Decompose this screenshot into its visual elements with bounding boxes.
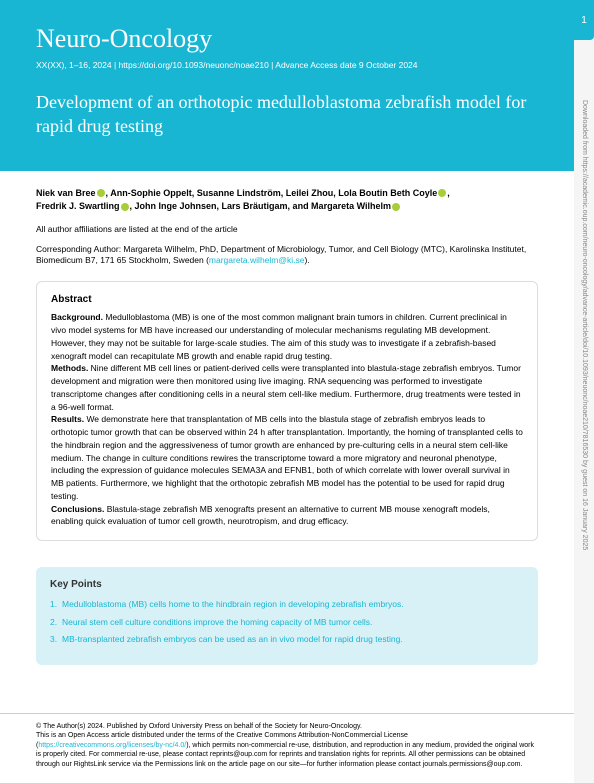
author-names: , John Inge Johnsen, Lars Bräutigam, and…	[130, 201, 391, 211]
author-names: , Ann-Sophie Oppelt, Susanne Lindström, …	[106, 188, 438, 198]
abstract-methods: Nine different MB cell lines or patient-…	[51, 363, 521, 411]
orcid-icon	[97, 189, 105, 197]
key-point-item: MB-transplanted zebrafish embryos can be…	[50, 633, 524, 647]
author-list: Niek van Bree , Ann-Sophie Oppelt, Susann…	[36, 187, 538, 214]
page-number-tab: 1	[574, 0, 594, 40]
abstract-label-results: Results.	[51, 414, 86, 424]
author-name: Fredrik J. Swartling	[36, 201, 120, 211]
key-points-box: Key Points Medulloblastoma (MB) cells ho…	[36, 567, 538, 665]
abstract-conclusions: Blastula-stage zebrafish MB xenografts p…	[51, 504, 490, 527]
abstract-heading: Abstract	[51, 294, 523, 305]
abstract-block: Abstract Background. Medulloblastoma (MB…	[36, 281, 538, 541]
abstract-results: We demonstrate here that transplantation…	[51, 414, 523, 501]
journal-title: Neuro-Oncology	[36, 24, 538, 54]
abstract-label-conclusions: Conclusions.	[51, 504, 107, 514]
content-area: Niek van Bree , Ann-Sophie Oppelt, Susann…	[0, 171, 574, 554]
abstract-label-background: Background.	[51, 312, 105, 322]
header-band: Neuro-Oncology XX(XX), 1–16, 2024 | http…	[0, 0, 574, 171]
page: 1 Neuro-Oncology XX(XX), 1–16, 2024 | ht…	[0, 0, 574, 783]
corresponding-email-link[interactable]: margareta.wilhelm@ki.se	[209, 255, 305, 265]
license-link[interactable]: https://creativecommons.org/licenses/by-…	[38, 742, 186, 749]
abstract-background: Medulloblastoma (MB) is one of the most …	[51, 312, 507, 360]
orcid-icon	[438, 189, 446, 197]
corresponding-author: Corresponding Author: Margareta Wilhelm,…	[36, 244, 538, 268]
key-points-list: Medulloblastoma (MB) cells home to the h…	[50, 598, 524, 647]
key-point-item: Neural stem cell culture conditions impr…	[50, 616, 524, 630]
key-point-item: Medulloblastoma (MB) cells home to the h…	[50, 598, 524, 612]
footer: © The Author(s) 2024. Published by Oxfor…	[0, 713, 574, 783]
corresponding-close: ).	[304, 255, 309, 265]
key-points-title: Key Points	[50, 579, 524, 590]
citation-line: XX(XX), 1–16, 2024 | https://doi.org/10.…	[36, 60, 538, 70]
affiliation-note: All author affiliations are listed at th…	[36, 224, 538, 234]
abstract-body: Background. Medulloblastoma (MB) is one …	[51, 311, 523, 528]
abstract-label-methods: Methods.	[51, 363, 91, 373]
article-title: Development of an orthotopic medulloblas…	[36, 90, 538, 139]
orcid-icon	[121, 203, 129, 211]
download-note: Downloaded from https://academic.oup.com…	[578, 100, 588, 700]
copyright-text: © The Author(s) 2024. Published by Oxfor…	[36, 723, 362, 730]
author-name: Niek van Bree	[36, 188, 96, 198]
orcid-icon	[392, 203, 400, 211]
